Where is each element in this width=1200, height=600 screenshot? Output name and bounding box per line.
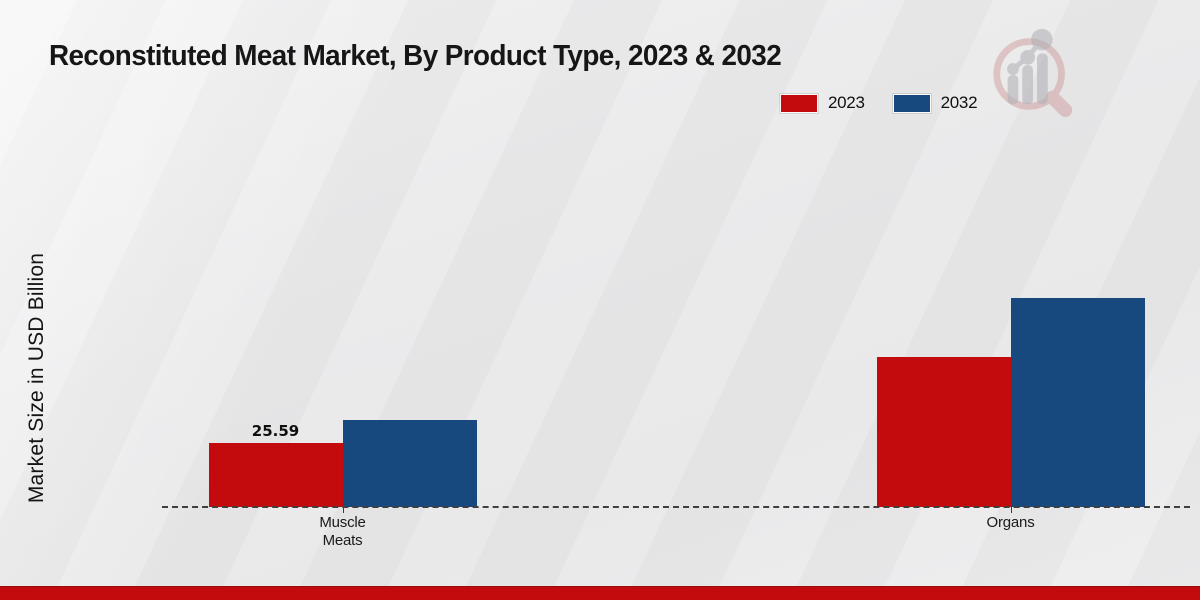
x-axis-tick [1010, 507, 1012, 513]
category-label: Muscle Meats [319, 514, 366, 549]
magnifier-bar-chart-logo-icon [993, 28, 1073, 118]
bar-2023-muscle-meats [208, 443, 343, 507]
x-axis-line [162, 506, 1190, 508]
chart-title: Reconstituted Meat Market, By Product Ty… [49, 40, 782, 72]
bar-2032-muscle-meats [342, 419, 477, 507]
legend-label-2023: 2023 [828, 93, 865, 112]
x-axis-tick [342, 507, 344, 513]
value-label: 25.59 [251, 422, 300, 441]
logo-trend-bars [1007, 28, 1053, 105]
legend-label-2032: 2032 [940, 93, 978, 112]
bar-2023-organs [876, 357, 1011, 507]
legend-swatch-2023 [780, 93, 818, 113]
legend-item-2023: 2023 [780, 93, 865, 113]
category-label: Organs [986, 514, 1035, 531]
legend: 2023 2032 [780, 93, 978, 113]
bar-2032-organs [1010, 298, 1145, 507]
legend-swatch-2032 [892, 93, 931, 113]
legend-item-2032: 2032 [892, 93, 978, 113]
magnifier-ring [993, 38, 1073, 118]
footer-accent-bar [0, 586, 1200, 600]
